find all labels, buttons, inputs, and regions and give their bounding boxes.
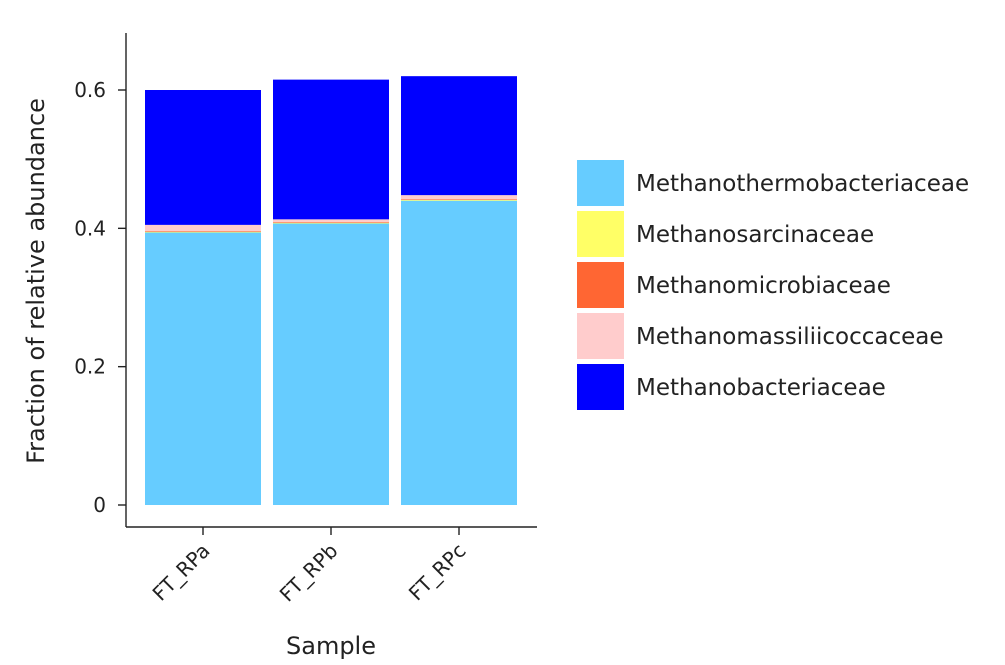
- bar-FT_RPc-series-3: [401, 195, 517, 200]
- legend-swatch: [577, 160, 624, 206]
- bar-FT_RPc-series-1: [401, 199, 517, 201]
- bar-FT_RPc-series-4: [401, 76, 517, 196]
- x-tick-label: FT_RPb: [275, 539, 343, 607]
- bar-FT_RPa-series-0: [145, 232, 261, 505]
- x-tick-label: FT_RPc: [404, 539, 471, 606]
- legend-swatch: [577, 211, 624, 257]
- bar-FT_RPc-series-0: [401, 200, 517, 505]
- legend-label: Methanothermobacteriaceae: [636, 171, 969, 197]
- y-axis-title: Fraction of relative abundance: [22, 98, 50, 464]
- y-axis-ticks: 0 0.2 0.4 0.6: [74, 78, 126, 517]
- legend-swatch: [577, 313, 624, 359]
- legend-swatch: [577, 262, 624, 308]
- x-axis-title: Sample: [286, 632, 376, 660]
- bars-group: [145, 76, 517, 505]
- bar-FT_RPa-series-2: [145, 231, 261, 232]
- legend-label: Methanosarcinaceae: [636, 222, 874, 248]
- bar-FT_RPa-series-1: [145, 231, 261, 233]
- y-tick-label: 0.2: [74, 355, 106, 379]
- legend-label: Methanobacteriaceae: [636, 375, 886, 401]
- bar-FT_RPb-series-3: [273, 219, 389, 223]
- x-axis-ticks: FT_RPa FT_RPb FT_RPc: [148, 527, 471, 606]
- bar-FT_RPa-series-4: [145, 90, 261, 225]
- bar-FT_RPb-series-2: [273, 222, 389, 223]
- bar-FT_RPb-series-0: [273, 223, 389, 505]
- x-tick-label: FT_RPa: [148, 539, 215, 606]
- y-tick-label: 0.4: [74, 216, 106, 240]
- legend-label: Methanomicrobiaceae: [636, 273, 891, 299]
- y-tick-label: 0.6: [74, 78, 106, 102]
- y-tick-label: 0: [93, 493, 106, 517]
- bar-FT_RPb-series-1: [273, 222, 389, 224]
- legend-label: Methanomassiliicoccaceae: [636, 324, 944, 350]
- bar-FT_RPc-series-2: [401, 199, 517, 200]
- bar-FT_RPa-series-3: [145, 224, 261, 232]
- legend: Methanothermobacteriaceae Methanosarcinac…: [577, 160, 969, 410]
- legend-swatch: [577, 364, 624, 410]
- bar-FT_RPb-series-4: [273, 79, 389, 220]
